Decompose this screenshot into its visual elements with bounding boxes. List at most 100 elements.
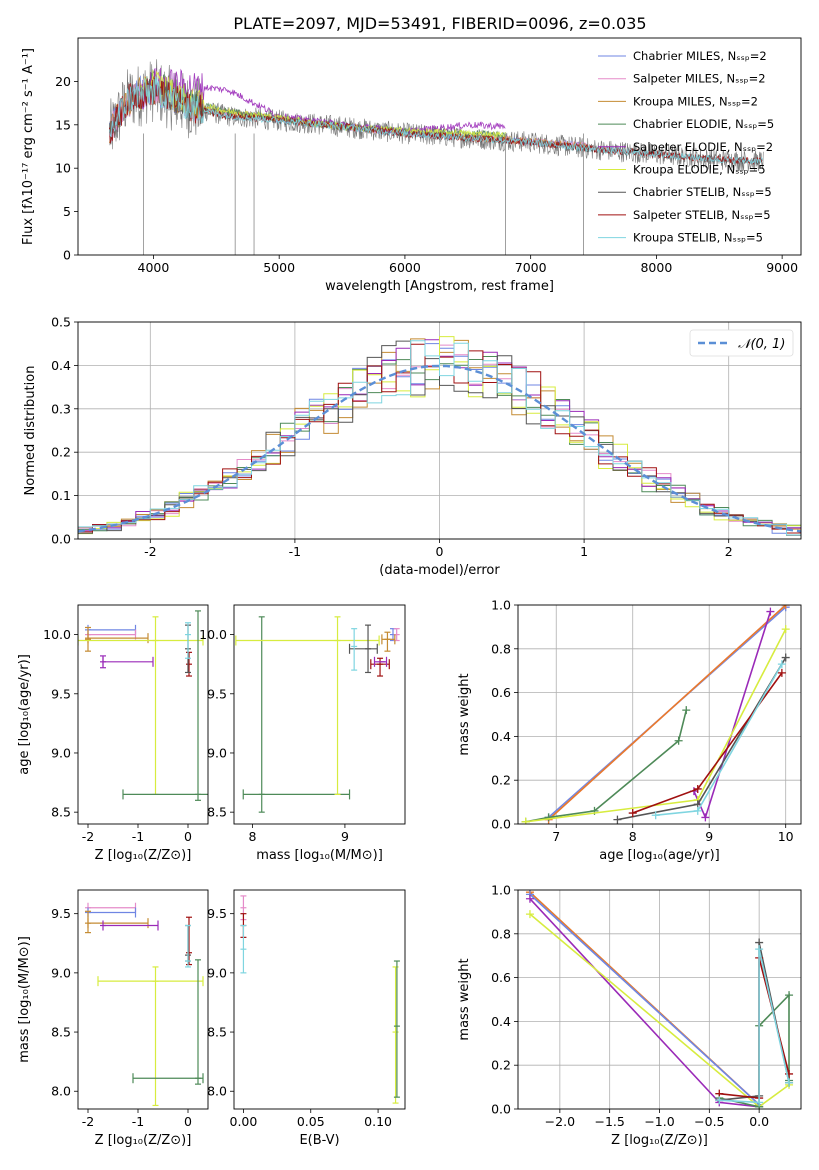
series-marker — [651, 811, 660, 820]
residual-histogram-step — [78, 336, 801, 535]
x-axis-label: Z [log₁₀(Z/Z⊙)] — [611, 1133, 708, 1148]
series-marker — [781, 653, 790, 662]
x-tick-label: 8 — [629, 829, 637, 844]
legend: 𝒩(0, 1) — [689, 329, 794, 357]
residual-histogram-panel: -2 -1 0 1 2 0.0 0.1 0.2 0.3 0.4 0.5 (data-model)/er… — [23, 315, 802, 578]
y-tick-label: 0.8 — [491, 641, 511, 656]
y-tick-label: 5 — [63, 204, 71, 219]
y-tick-label: 9.0 — [207, 745, 227, 760]
series-marker — [755, 945, 764, 954]
y-tick-label: 9.5 — [207, 906, 227, 921]
y-tick-label: 20 — [55, 74, 71, 89]
y-tick-label: 10.0 — [43, 627, 71, 642]
legend-entry: Chabrier MILES, Nₛₛₚ=2 — [633, 49, 767, 63]
y-axis-label: age [log₁₀(age/yr)] — [17, 654, 32, 775]
legend-entry: 𝒩(0, 1) — [738, 337, 785, 352]
axes-frame — [77, 321, 802, 540]
age-vs-metallicity-panel: -2 -1 0 8.5 9.0 9.5 10.0 Z [log₁₀(Z/Z⊙)] age [lo… — [17, 604, 209, 863]
x-tick-label: 0.0 — [749, 1114, 769, 1129]
series-line — [548, 605, 787, 821]
x-tick-label: 9 — [705, 829, 713, 844]
y-axis-label: mass weight — [457, 673, 472, 755]
legend-entry: Chabrier STELIB, Nₛₛₚ=5 — [633, 185, 772, 199]
x-tick-label: 1 — [580, 544, 588, 559]
y-tick-label: 0.0 — [51, 532, 71, 547]
series-marker — [777, 660, 786, 669]
y-tick-label: 0 — [63, 248, 71, 263]
series-marker — [525, 910, 534, 919]
axes-frame — [77, 37, 802, 256]
x-axis-label: age [log₁₀(age/yr)] — [599, 848, 720, 863]
y-tick-label: 8.5 — [51, 1025, 71, 1040]
series-marker — [777, 668, 786, 677]
plot-area — [235, 616, 400, 813]
x-tick-label: -1 — [132, 1114, 144, 1129]
x-tick-label: 9 — [341, 829, 349, 844]
y-tick-label: 0.2 — [491, 773, 511, 788]
y-tick-label: 0.2 — [491, 1058, 511, 1073]
x-axis-label: Z [log₁₀(Z/Z⊙)] — [95, 848, 192, 863]
plot-area — [521, 605, 790, 824]
age-vs-mass-panel: 8 9 8.5 9.0 9.5 10.0 mass [log₁₀(M/M⊙)] — [199, 604, 406, 863]
x-tick-label: 0.00 — [230, 1114, 258, 1129]
series-marker — [693, 784, 702, 793]
y-tick-label: 0.6 — [491, 685, 511, 700]
axes-frame — [77, 889, 209, 1110]
legend-entry: Salpeter STELIB, Nₛₛₚ=5 — [633, 208, 771, 222]
y-tick-label: 1.0 — [491, 883, 511, 898]
axes-frame — [517, 604, 802, 825]
x-axis-label: Z [log₁₀(Z/Z⊙)] — [95, 1133, 192, 1148]
series-line — [632, 672, 783, 814]
y-tick-label: 9.5 — [51, 686, 71, 701]
y-tick-label: 0.0 — [491, 1102, 511, 1117]
y-axis-label: Flux [fλ10⁻¹⁷ erg cm⁻² s⁻¹ A⁻¹] — [21, 48, 36, 245]
normal-reference-curve — [78, 364, 801, 533]
series-marker — [755, 1098, 764, 1107]
y-tick-label: 9.0 — [51, 745, 71, 760]
y-tick-label: 0.4 — [491, 729, 511, 744]
x-tick-label: 2 — [725, 544, 733, 559]
x-axis-label: mass [log₁₀(M/M⊙)] — [256, 848, 383, 863]
x-tick-label: 0.10 — [364, 1114, 392, 1129]
x-tick-label: 0 — [184, 829, 192, 844]
weight-vs-metallicity-panel: −2.0 −1.5 −1.0 −0.5 0.0 0.0 0.2 0.4 0.6 0.8 1.0 Z [… — [457, 883, 802, 1148]
plot-area — [109, 59, 764, 255]
series-line — [529, 898, 760, 1108]
x-tick-label: 9000 — [766, 260, 798, 275]
y-axis-label: mass [log₁₀(M/M⊙)] — [17, 936, 32, 1063]
mass-vs-metallicity-panel: -2 -1 0 8.0 8.5 9.0 9.5 Z [log₁₀(Z/Z⊙)] mass [lo… — [17, 889, 209, 1148]
x-axis-label: (data-model)/error — [379, 563, 500, 578]
legend: Chabrier MILES, Nₛₛₚ=2 Salpeter MILES, Nₛ… — [598, 49, 774, 245]
series-line — [719, 948, 790, 1104]
series-marker — [766, 607, 775, 616]
axes-frame — [517, 889, 802, 1110]
x-tick-label: 0.05 — [297, 1114, 325, 1129]
y-tick-label: 0.0 — [491, 817, 511, 832]
plot-area — [85, 902, 204, 1107]
plot-area — [240, 895, 400, 1104]
y-tick-label: 10.0 — [199, 627, 227, 642]
y-tick-label: 0.4 — [51, 358, 71, 373]
y-axis-label: mass weight — [457, 958, 472, 1040]
series-line — [655, 663, 783, 816]
weight-vs-age-panel: 7 8 9 10 0.0 0.2 0.4 0.6 0.8 1.0 age [log₁₀(age/yr… — [457, 598, 802, 863]
x-tick-label: −0.5 — [694, 1114, 724, 1129]
legend-entry: Chabrier ELODIE, Nₛₛₚ=5 — [633, 117, 774, 131]
y-axis-label: Normed distribution — [23, 366, 38, 496]
series-marker — [628, 809, 637, 818]
x-tick-label: 0 — [436, 544, 444, 559]
x-tick-label: -2 — [82, 829, 94, 844]
axes-frame — [233, 604, 406, 825]
series-marker — [715, 1096, 724, 1105]
x-tick-label: −2.0 — [545, 1114, 575, 1129]
plot-area — [525, 890, 794, 1109]
series-line — [719, 993, 790, 1108]
y-tick-label: 9.5 — [207, 686, 227, 701]
spectrum-panel: 4000 5000 6000 7000 8000 9000 0 5 10 15 20 waveleng… — [21, 37, 802, 294]
series-marker — [785, 1078, 794, 1087]
x-tick-label: -2 — [144, 544, 156, 559]
mass-vs-extinction-panel: 0.00 0.05 0.10 8.0 8.5 9.0 9.5 E(B-V) — [207, 889, 406, 1148]
y-tick-label: 0.8 — [491, 926, 511, 941]
x-tick-label: 7000 — [515, 260, 547, 275]
x-tick-label: 10 — [778, 829, 794, 844]
